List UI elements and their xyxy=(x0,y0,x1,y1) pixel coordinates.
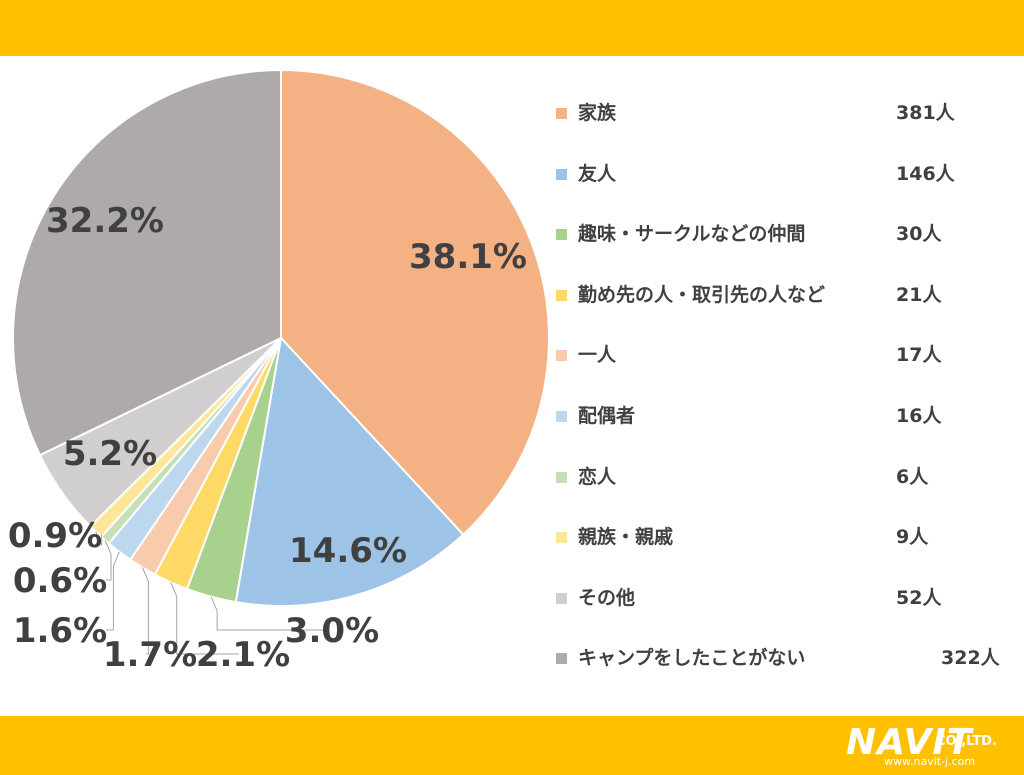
legend-count: 17人 xyxy=(896,344,942,367)
leader-line xyxy=(141,567,149,655)
legend-count: 146人 xyxy=(896,162,955,185)
legend-swatch xyxy=(556,108,567,119)
legend-item: 配偶者 16人 xyxy=(556,399,1016,460)
legend-label: 恋人 xyxy=(578,465,617,488)
legend-label: 勤め先の人・取引先の人など xyxy=(578,283,826,306)
logo-company-text: CO.,LTD. xyxy=(936,734,997,749)
data-label: 3.0% xyxy=(285,611,379,651)
legend-count: 9人 xyxy=(896,526,929,549)
data-label: 0.6% xyxy=(13,561,107,601)
legend-swatch xyxy=(556,229,567,241)
legend-item: 友人 146人 xyxy=(556,157,1016,218)
legend-label: その他 xyxy=(578,586,636,609)
leader-line xyxy=(210,596,328,631)
legend-item: 勤め先の人・取引先の人など 21人 xyxy=(556,278,1016,339)
data-label: 32.2% xyxy=(46,201,164,241)
legend-count: 52人 xyxy=(896,586,942,609)
navit-logo: NAVIT CO.,LTD. www.navit-j.com xyxy=(846,722,1016,770)
data-label: 1.6% xyxy=(13,611,107,651)
bottom-band xyxy=(0,716,1024,775)
data-label: 1.7% xyxy=(103,635,197,675)
leader-line xyxy=(170,582,239,655)
legend-item: 親族・親戚 9人 xyxy=(556,520,1016,581)
legend-swatch xyxy=(556,592,567,604)
data-label: 5.2% xyxy=(63,434,157,474)
logo-main-text: NAVIT xyxy=(846,722,973,763)
legend: 家族 381人友人 146人趣味・サークルなどの仲間 30人勤め先の人・取引先の人など… xyxy=(556,96,1016,702)
data-label: 2.1% xyxy=(196,635,290,675)
data-label: 14.6% xyxy=(289,531,407,571)
leader-line xyxy=(106,551,120,631)
legend-label: 一人 xyxy=(578,344,617,367)
data-label: 38.1% xyxy=(409,237,527,277)
legend-count: 6人 xyxy=(896,465,929,488)
legend-label: 友人 xyxy=(578,162,617,185)
pie-slice xyxy=(234,335,465,607)
legend-swatch xyxy=(556,532,567,544)
legend-swatch xyxy=(556,289,567,301)
legend-item: その他 52人 xyxy=(556,581,1016,642)
legend-label: 趣味・サークルなどの仲間 xyxy=(578,223,806,246)
pie-slice xyxy=(12,68,282,457)
top-band xyxy=(0,0,1024,56)
legend-item: 一人 17人 xyxy=(556,338,1016,399)
legend-item: キャンプをしたことがない 322人 xyxy=(556,641,1016,702)
legend-count: 30人 xyxy=(896,223,942,246)
data-label: 0.9% xyxy=(8,516,102,556)
legend-count: 322人 xyxy=(941,647,1000,670)
legend-label: 親族・親戚 xyxy=(578,526,674,549)
legend-label: キャンプをしたことがない xyxy=(578,647,806,670)
legend-count: 381人 xyxy=(896,102,955,124)
legend-label: 配偶者 xyxy=(578,404,636,427)
logo-url-text: www.navit-j.com xyxy=(884,755,976,768)
legend-swatch xyxy=(556,471,567,483)
legend-swatch xyxy=(556,350,567,362)
legend-swatch xyxy=(556,410,567,422)
leader-line xyxy=(95,531,103,546)
legend-item: 家族 381人 xyxy=(556,96,1016,157)
legend-count: 21人 xyxy=(896,283,942,306)
leader-line xyxy=(104,539,112,581)
legend-swatch xyxy=(556,168,567,180)
legend-label: 家族 xyxy=(578,102,617,124)
legend-item: 趣味・サークルなどの仲間 30人 xyxy=(556,217,1016,278)
legend-count: 16人 xyxy=(896,404,942,427)
legend-item: 恋人 6人 xyxy=(556,460,1016,521)
legend-swatch xyxy=(556,653,567,665)
pie-slice xyxy=(280,68,550,536)
